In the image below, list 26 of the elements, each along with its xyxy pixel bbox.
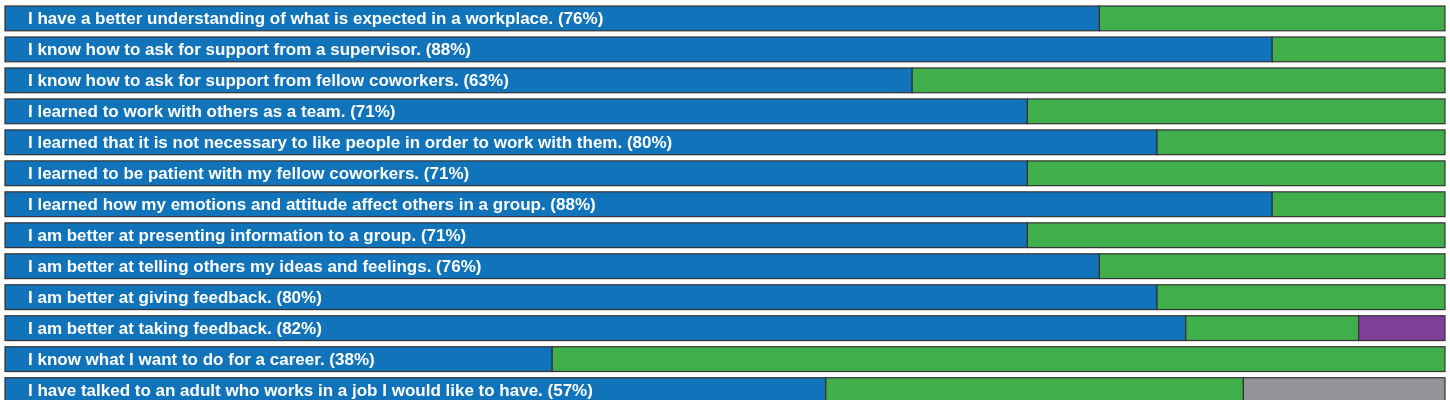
data-label: (88%)	[420, 40, 472, 60]
data-label: (82%)	[271, 319, 322, 339]
y-tick-label: I am better at telling others my ideas and feelings.	[28, 257, 432, 277]
y-tick-label: I learned to work with others as a team.	[28, 102, 346, 122]
y-tick-label: I learned how my emotions and attitude affect others in a group.	[28, 195, 546, 215]
y-tick-label: I am better at presenting information to a group.	[28, 226, 417, 246]
y-tick-label: I learned to be patient with my fellow coworkers.	[28, 164, 420, 184]
data-label: (71%)	[345, 102, 396, 122]
data-label: (80%)	[271, 288, 322, 308]
y-tick-label: I know what I want to do for a career.	[28, 350, 325, 370]
data-label: (76%)	[431, 257, 482, 277]
y-tick-label: I have talked to an adult who works in a job I would like to have.	[28, 381, 543, 400]
data-label: (57%)	[542, 381, 593, 400]
y-tick-label: I know how to ask for support from a supervisor.	[28, 40, 421, 60]
data-label: (71%)	[419, 164, 470, 184]
y-tick-label: I am better at taking feedback.	[28, 319, 272, 339]
data-label: (38%)	[324, 350, 375, 370]
y-tick-label: I know how to ask for support from fellow coworkers.	[28, 71, 459, 91]
data-label: (76%)	[553, 9, 604, 29]
y-tick-label: I am better at giving feedback.	[28, 288, 272, 308]
data-label: (63%)	[458, 71, 509, 91]
data-label: (80%)	[622, 133, 673, 153]
data-label: (71%)	[416, 226, 467, 246]
y-tick-label: I have a better understanding of what is expected in a workplace.	[28, 9, 554, 29]
data-label: (88%)	[545, 195, 596, 215]
y-tick-label: I learned that it is not necessary to like people in order to work with them.	[28, 133, 623, 153]
